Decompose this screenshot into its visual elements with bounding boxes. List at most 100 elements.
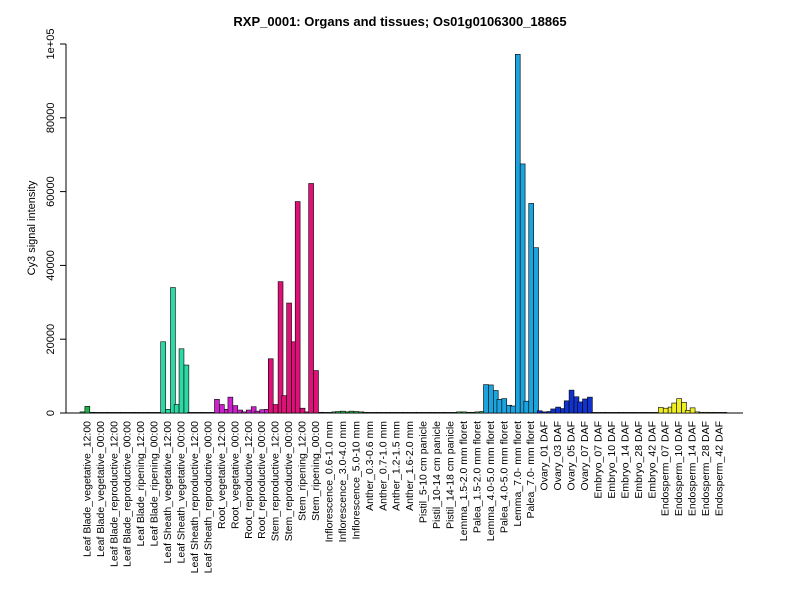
bar: [286, 302, 292, 414]
x-category-label: Pistil_14-18 cm panicle: [445, 421, 457, 529]
bar: [550, 408, 556, 414]
bar: [429, 412, 435, 414]
bar: [348, 410, 355, 414]
x-category-label: Pistil_5-10 cm panicle: [418, 421, 430, 523]
bar: [281, 395, 287, 414]
bar: [106, 412, 113, 414]
y-tick-label: 80000: [45, 103, 57, 134]
x-category-label: Lemma_7.0- mm floret: [512, 421, 524, 527]
bar: [192, 412, 198, 414]
x-category-label: Stem_reproductive_12:00: [270, 421, 282, 541]
bar: [555, 406, 561, 414]
x-category-label: Leaf Blade_reproductive_00:00: [122, 421, 134, 567]
x-category-label: Palea_1.5-2.0 mm floret: [471, 421, 483, 533]
bar: [461, 411, 467, 414]
bar: [519, 163, 526, 414]
bar: [335, 411, 341, 414]
x-category-label: Endosperm_42 DAF: [714, 421, 726, 516]
bar: [214, 399, 220, 414]
bar: [259, 409, 265, 414]
bar: [523, 400, 530, 414]
x-category-label: Ovary_07 DAF: [579, 421, 591, 490]
bar: [631, 412, 637, 414]
bar: [120, 412, 126, 414]
bar: [716, 412, 723, 414]
x-category-label: Pistil_10-14 cm panicle: [431, 421, 443, 529]
x-category-label: Anther_1.2-1.5 mm: [391, 421, 403, 511]
bar: [488, 384, 494, 414]
x-category-label: Stem_reproductive_00:00: [283, 421, 295, 541]
x-category-label: Embryo_10 DAF: [606, 421, 618, 499]
bar: [609, 412, 615, 414]
x-category-label: Ovary_01 DAF: [539, 421, 551, 490]
bar: [299, 407, 306, 414]
bar: [604, 412, 610, 414]
x-category-label: Leaf Blade_vegetative_00:00: [95, 421, 107, 557]
bar: [456, 411, 462, 414]
x-category-label: Leaf Sheath_reproductive_12:00: [189, 421, 201, 574]
bar: [536, 410, 543, 414]
bar: [595, 412, 602, 414]
bar: [533, 247, 539, 414]
bar: [703, 411, 709, 414]
bar: [277, 281, 284, 414]
bar: [267, 358, 274, 414]
bar: [711, 412, 718, 414]
bar: [528, 203, 534, 414]
x-axis-labels: Leaf Blade_vegetative_12:00 Leaf Blade_ve…: [81, 421, 725, 574]
bar: [469, 411, 476, 414]
x-category-label: Inflorescence_0.6-1.0 mm: [323, 421, 335, 543]
bar: [294, 201, 301, 414]
bar: [393, 412, 400, 414]
bar: [563, 400, 570, 414]
bar: [590, 412, 597, 414]
x-category-label: Embryo_42 DAF: [646, 421, 658, 499]
bar: [313, 370, 319, 414]
bar: [447, 412, 454, 414]
bar: [689, 407, 696, 414]
x-category-label: Palea_7.0- mm floret: [525, 421, 537, 519]
bar: [254, 410, 261, 414]
bar: [501, 398, 508, 414]
bar: [79, 411, 86, 414]
bar: [84, 406, 91, 414]
x-category-label: Lemma_1.5-2.0 mm floret: [458, 421, 470, 541]
bar: [178, 348, 185, 414]
x-category-label: Root_reproductive_12:00: [243, 421, 255, 539]
x-category-label: Anther_0.3-0.6 mm: [364, 421, 376, 511]
x-category-label: Root_vegetative_12:00: [216, 421, 228, 529]
bar: [200, 412, 207, 414]
bar: [173, 404, 180, 414]
x-category-label: Leaf Sheath_vegetative_00:00: [176, 421, 188, 564]
bar: [219, 404, 225, 414]
x-category-label: Root_vegetative_00:00: [229, 421, 241, 529]
bar: [649, 412, 655, 414]
bar: [367, 412, 373, 414]
bar: [496, 399, 503, 414]
bar: [111, 412, 118, 414]
bar: [232, 405, 239, 414]
bar: [241, 411, 247, 414]
x-category-label: Anther_1.6-2.0 mm: [404, 421, 416, 511]
bar: [434, 412, 440, 414]
bar: [622, 412, 629, 414]
bar: [187, 412, 193, 414]
bar: [183, 364, 190, 414]
bar: [124, 412, 131, 414]
x-category-label: Palea_4.0-5.0 mm floret: [498, 421, 510, 533]
bar: [662, 407, 669, 414]
bar: [636, 412, 642, 414]
bar: [93, 412, 99, 414]
bar: [272, 404, 279, 414]
bar: [698, 411, 704, 414]
bar: [684, 410, 691, 414]
bar: [138, 412, 144, 414]
bar: [308, 183, 314, 414]
x-category-label: Ovary_05 DAF: [566, 421, 578, 490]
y-axis-label: Cy3 signal intensity: [26, 180, 38, 275]
bar: [389, 412, 395, 414]
x-category-label: Endosperm_10 DAF: [673, 421, 685, 516]
x-category-label: Stem_ripening_12:00: [297, 421, 309, 521]
bar: [676, 398, 682, 414]
